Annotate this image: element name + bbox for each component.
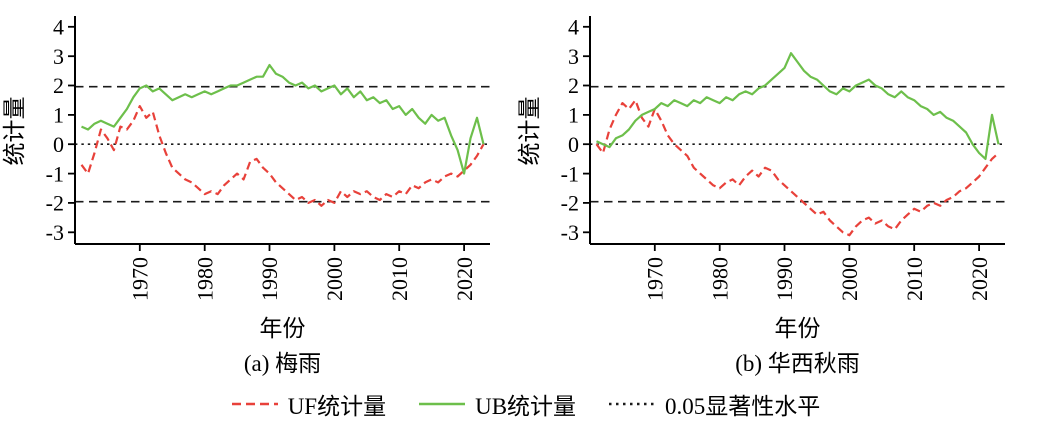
x-tick-label: 1980 — [707, 257, 732, 301]
significance-dotted-line-sample — [609, 402, 656, 406]
panel-caption: (b) 华西秋雨 — [735, 351, 860, 376]
y-tick-label: -2 — [46, 191, 64, 216]
y-tick-label: 0 — [568, 132, 579, 157]
x-tick-label: 1970 — [643, 257, 668, 301]
panel-caption: (a) 梅雨 — [243, 351, 322, 376]
uf-line — [80, 104, 485, 207]
y-tick-label: 2 — [53, 73, 64, 98]
y-tick-label: -1 — [46, 161, 64, 186]
x-axis-label: 年份 — [259, 316, 306, 341]
panel-huaxi-autumn-rain: 统计量 -3 -2 -1 0 1 2 3 4 1970 1980 1990 2000 2010 2020 … — [515, 6, 1030, 379]
plot-area: -3 -2 -1 0 1 2 3 4 1970 1980 1990 2000 2010 2020 — [46, 15, 490, 301]
y-tick-label: 1 — [568, 103, 579, 128]
uf-dashed-line-sample — [231, 402, 278, 406]
x-tick-label: 2000 — [837, 257, 862, 301]
chart-meiyu: 统计量 -3 -2 -1 0 1 2 3 4 1970 1980 1990 2000 2010 2020 — [2, 15, 490, 301]
panel-meiyu: 统计量 -3 -2 -1 0 1 2 3 4 1970 1980 1990 2000 2010 2020 … — [0, 6, 515, 379]
y-tick-label: -3 — [561, 220, 579, 245]
legend-item-ub: UB统计量 — [418, 387, 576, 421]
x-tick-label: 1980 — [192, 257, 217, 301]
x-tick-label: 2020 — [452, 257, 477, 301]
plot-area: -3 -2 -1 0 1 2 3 4 1970 1980 1990 2000 2010 2020 — [561, 15, 1005, 301]
y-tick-label: 3 — [568, 44, 579, 69]
y-tick-label: -2 — [561, 191, 579, 216]
uf-line — [595, 99, 1000, 237]
x-axis-label: 年份 — [774, 316, 821, 341]
charts-row: 统计量 -3 -2 -1 0 1 2 3 4 1970 1980 1990 2000 2010 2020 … — [0, 6, 1030, 379]
y-tick-label: 0 — [53, 132, 64, 157]
x-tick-label: 1990 — [772, 257, 797, 301]
x-tick-label: 2000 — [322, 257, 347, 301]
y-tick-label: -3 — [46, 220, 64, 245]
x-tick-label: 1990 — [257, 257, 282, 301]
ub-solid-line-sample — [419, 402, 466, 406]
ub-line — [596, 52, 1000, 160]
legend-label-significance: 0.05显著性水平 — [665, 394, 821, 419]
chart-huaxi-autumn-rain: 统计量 -3 -2 -1 0 1 2 3 4 1970 1980 1990 2000 2010 2020 — [517, 15, 1005, 301]
x-tick-label: 2010 — [387, 257, 412, 301]
y-tick-label: 1 — [53, 103, 64, 128]
legend: UF统计量 UB统计量 0.05显著性水平 — [0, 387, 1051, 421]
y-axis-label: 统计量 — [517, 97, 542, 166]
y-tick-label: 3 — [53, 44, 64, 69]
legend-item-significance: 0.05显著性水平 — [608, 387, 820, 421]
y-axis-label: 统计量 — [2, 97, 27, 166]
y-tick-label: 4 — [568, 15, 579, 40]
legend-item-uf: UF统计量 — [231, 387, 386, 421]
legend-label-uf: UF统计量 — [287, 394, 387, 419]
x-tick-label: 1970 — [128, 257, 153, 301]
x-tick-label: 2010 — [902, 257, 927, 301]
y-tick-label: 4 — [53, 15, 64, 40]
x-tick-label: 2020 — [967, 257, 992, 301]
y-tick-label: -1 — [561, 161, 579, 186]
y-tick-label: 2 — [568, 73, 579, 98]
legend-label-ub: UB统计量 — [475, 394, 577, 419]
ub-line — [81, 63, 485, 175]
